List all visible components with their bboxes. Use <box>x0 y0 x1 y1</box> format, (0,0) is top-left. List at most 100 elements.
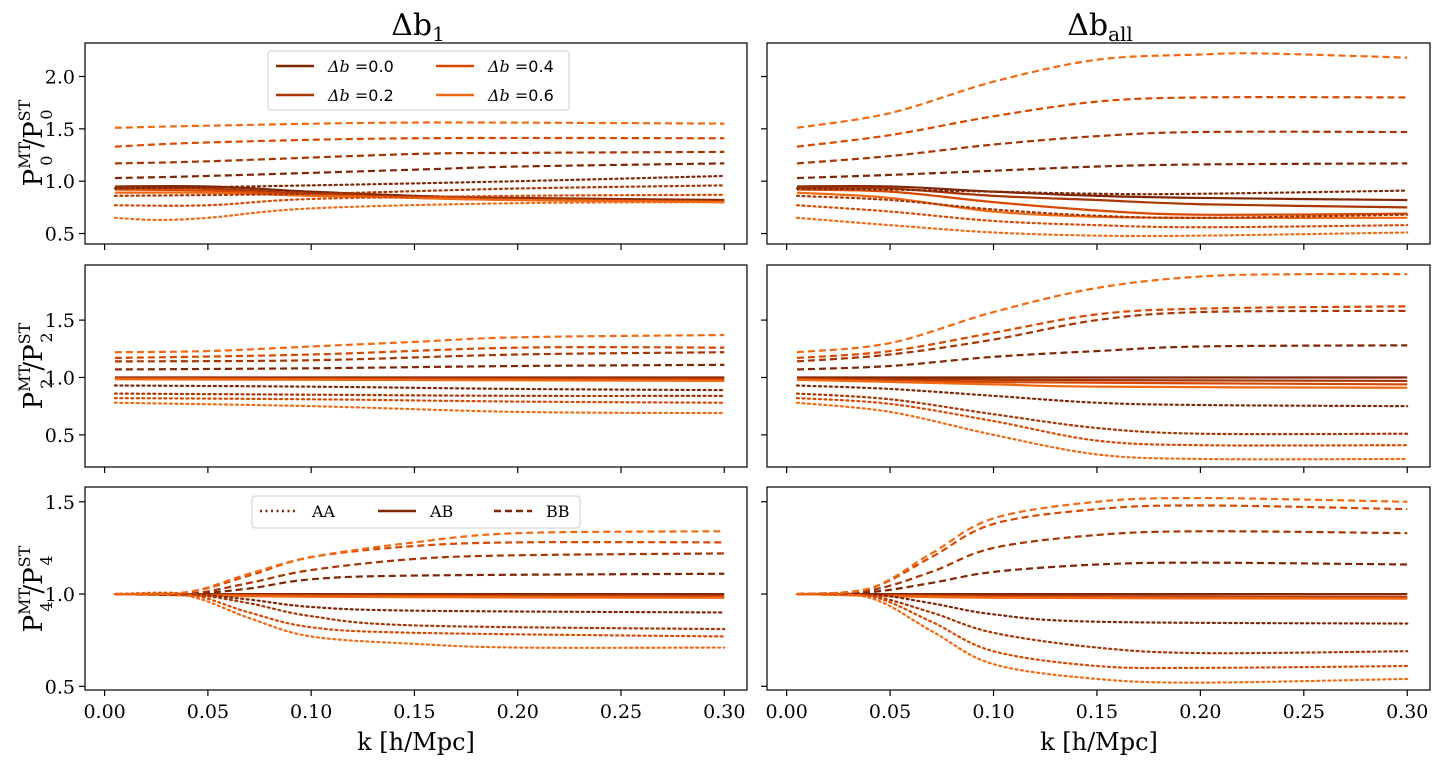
series-aa-db-0_4 <box>113 397 726 404</box>
xtick-label: 0.10 <box>972 701 1014 723</box>
legend-entry-db-0: Δb =0.0 <box>276 57 394 76</box>
xtick-label: 0.05 <box>187 701 229 723</box>
legend-entry-db-1: Δb =0.2 <box>276 86 394 105</box>
series-aa-db-0_0 <box>113 174 726 190</box>
series-bb-db-0_2 <box>796 309 1408 363</box>
panel-r0-c0: 0.5 1.0 1.5 2.0 <box>45 42 748 250</box>
series-aa-db-0_6 <box>795 401 1409 461</box>
series-bb-db-0_0 <box>114 162 725 180</box>
series-aa-db-0_0 <box>795 187 1409 196</box>
legend-delta-b-frame <box>267 50 570 111</box>
series-bb-db-0_0 <box>796 561 1408 596</box>
legend-entry-db-3: Δb =0.6 <box>436 86 554 105</box>
series-aa-db-0_2 <box>795 392 1409 436</box>
series-bb-db-0_0 <box>796 162 1408 180</box>
ytick-label: 1.0 <box>45 584 75 606</box>
series-bb-db-0_2 <box>114 552 725 596</box>
xtick-label: 0.00 <box>765 701 807 723</box>
panel-frame <box>766 264 1431 468</box>
series-aa-db-0_6 <box>113 201 726 222</box>
legend-entry-aa: AA <box>260 502 336 521</box>
panels: 0.51.01.52.00.51.01.50.51.01.50.00 0.05 0.… <box>45 42 1431 723</box>
ytick-label: 1.5 <box>45 119 75 141</box>
panel-r1-c1 <box>761 264 1431 473</box>
series-bb-db-0_2 <box>114 351 725 363</box>
series-bb-db-0_6 <box>114 530 725 596</box>
series-ab-db-0_6 <box>114 378 725 383</box>
series-aa-db-0_6 <box>795 216 1409 238</box>
xlabel-left: k [h/Mpc] <box>357 728 475 756</box>
series-aa-db-0_0 <box>113 384 726 392</box>
legend-entry-db-2: Δb =0.4 <box>436 57 554 76</box>
series-group <box>113 121 726 222</box>
ytick-label: 0.5 <box>45 224 75 246</box>
series-ab-db-0_0 <box>796 184 1408 202</box>
panel-r1-c0: 0.5 1.0 1.5 <box>45 264 748 473</box>
series-bb-db-0_0 <box>114 363 725 371</box>
xtick-label: 0.15 <box>1076 701 1118 723</box>
series-bb-db-0_6 <box>114 333 725 354</box>
series-bb-db-0_4 <box>114 540 725 596</box>
series-aa-db-0_6 <box>113 592 726 649</box>
xtick-label: 0.10 <box>290 701 332 723</box>
series-bb-db-0_4 <box>796 305 1408 360</box>
ytick-label: 1.5 <box>45 310 75 332</box>
series-bb-db-0_6 <box>796 496 1408 596</box>
panel-frame <box>766 486 1431 691</box>
series-aa-db-0_4 <box>795 592 1409 670</box>
legend-type: AA AB BB <box>251 495 581 529</box>
series-ab-db-0_6 <box>796 378 1408 389</box>
series-group <box>795 496 1409 684</box>
series-aa-db-0_4 <box>795 397 1409 447</box>
xtick-label: 0.20 <box>497 701 539 723</box>
series-aa-db-0_4 <box>795 204 1409 229</box>
panel-frame <box>766 42 1431 245</box>
series-aa-db-0_6 <box>795 592 1409 684</box>
column-title-right: Δball <box>1067 8 1133 46</box>
xlabel-right: k [h/Mpc] <box>1040 728 1158 756</box>
xtick-label: 0.15 <box>393 701 435 723</box>
xtick-label: 0.25 <box>600 701 642 723</box>
panel-r2-c0: 0.5 1.0 1.5 0.00 0.05 0.10 0.15 0.20 0.25 0.30 <box>45 486 748 723</box>
series-group <box>113 333 726 415</box>
ylabel-row-2: PMT 4/PST 4 <box>15 545 56 632</box>
series-bb-db-0_4 <box>114 136 725 148</box>
panel-r2-c1: 0.00 0.05 0.10 0.15 0.20 0.25 0.30 <box>761 486 1431 723</box>
series-ab-db-0_2 <box>796 186 1408 209</box>
series-aa-db-0_0 <box>795 592 1409 625</box>
series-aa-db-0_2 <box>795 194 1409 219</box>
ytick-label: 2.0 <box>45 67 75 89</box>
xtick-label: 0.05 <box>869 701 911 723</box>
ytick-label: 1.0 <box>45 171 75 193</box>
ytick-label: 1.5 <box>45 492 75 514</box>
xtick-label: 0.25 <box>1283 701 1325 723</box>
xtick-label: 0.00 <box>83 701 125 723</box>
series-bb-db-0_4 <box>796 96 1408 148</box>
xtick-label: 0.30 <box>703 701 745 723</box>
series-aa-db-0_4 <box>113 193 726 207</box>
series-bb-db-0_4 <box>114 346 725 360</box>
series-aa-db-0_4 <box>113 591 726 638</box>
series-aa-db-0_2 <box>113 184 726 197</box>
legend-label-db-1: Δb =0.2 <box>327 86 394 105</box>
ytick-label: 0.5 <box>45 425 75 447</box>
series-bb-db-0_2 <box>796 130 1408 165</box>
series-group <box>795 272 1409 461</box>
series-bb-db-0_2 <box>114 150 725 165</box>
panel-frame <box>84 42 748 245</box>
series-ab-db-0_2 <box>796 377 1408 383</box>
ytick-label: 1.0 <box>45 367 75 389</box>
panel-frame <box>84 486 748 691</box>
legend-delta-b: Δb =0.0 Δb =0.2 Δb =0.4 Δb =0.6 <box>267 50 570 111</box>
series-bb-db-0_6 <box>796 272 1408 354</box>
series-bb-db-0_0 <box>796 344 1408 371</box>
legend-entry-ab: AB <box>378 502 453 521</box>
xtick-label: 0.30 <box>1386 701 1428 723</box>
legend-label-db-0: Δb =0.0 <box>327 57 394 76</box>
series-aa-db-0_0 <box>795 384 1409 408</box>
column-title-left: Δb1 <box>391 8 445 46</box>
